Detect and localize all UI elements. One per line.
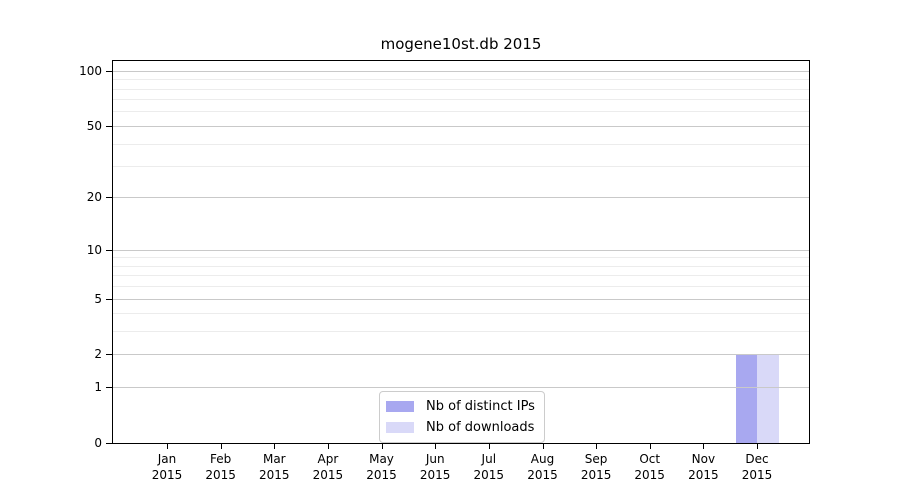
y-tick-mark (106, 197, 112, 199)
legend-label: Nb of downloads (426, 420, 535, 435)
bar-dec-1 (757, 354, 779, 443)
x-tick-label: Aug 2015 (527, 452, 558, 482)
legend-label: Nb of distinct IPs (426, 399, 535, 414)
y-gridline-minor (113, 166, 809, 167)
x-tick-label: Dec 2015 (741, 452, 773, 482)
y-gridline (113, 197, 809, 199)
x-tick-label: Nov 2015 (688, 452, 719, 482)
y-tick-mark (106, 249, 112, 251)
bar-dec-0 (735, 354, 757, 443)
y-tick-mark (106, 354, 112, 356)
y-tick-label: 10 (86, 242, 102, 257)
y-tick-mark (106, 70, 112, 72)
x-tick-mark (542, 444, 544, 449)
y-tick-mark (106, 298, 112, 300)
y-tick-mark (106, 443, 112, 444)
x-tick-label: Mar 2015 (259, 452, 290, 482)
x-tick-label: Oct 2015 (634, 452, 665, 482)
x-tick-mark (167, 444, 168, 449)
x-tick-label: Jul 2015 (473, 452, 505, 482)
y-tick-label: 20 (86, 190, 102, 205)
x-tick-label: Jun 2015 (419, 452, 451, 482)
y-gridline (113, 298, 809, 300)
x-tick-mark (488, 444, 490, 449)
y-gridline-minor (113, 143, 809, 145)
x-tick-mark (757, 444, 758, 449)
x-tick-label: Jan 2015 (151, 452, 183, 482)
y-tick-label: 0 (94, 436, 102, 450)
legend-item-distinct-ips: Nb of distinct IPs (386, 397, 535, 416)
legend: Nb of distinct IPs Nb of downloads (379, 391, 545, 443)
x-tick-label: Feb 2015 (205, 452, 236, 482)
y-gridline-minor (113, 88, 809, 90)
y-gridline-minor (113, 111, 809, 113)
x-tick-mark (327, 444, 329, 449)
y-gridline (113, 70, 809, 72)
x-tick-mark (435, 444, 437, 449)
y-gridline-minor (113, 257, 809, 259)
x-tick-label: Apr 2015 (312, 452, 344, 482)
y-tick-label: 5 (94, 291, 102, 306)
y-gridline-minor (113, 275, 809, 277)
x-tick-mark (703, 444, 705, 449)
y-gridline-minor (113, 331, 809, 333)
y-tick-label: 50 (86, 118, 102, 133)
y-tick-mark (106, 125, 112, 127)
x-tick-mark (220, 444, 222, 449)
x-tick-mark (381, 444, 383, 449)
legend-swatch-downloads (386, 422, 414, 433)
y-gridline (113, 125, 809, 127)
y-tick-mark (106, 387, 112, 389)
x-tick-mark (649, 444, 651, 449)
y-gridline-minor (113, 313, 809, 315)
x-tick-mark (274, 444, 276, 449)
y-gridline (113, 387, 809, 389)
y-gridline (113, 354, 809, 356)
legend-swatch-distinct-ips (386, 401, 414, 412)
y-gridline (113, 249, 809, 251)
legend-item-downloads: Nb of downloads (386, 418, 535, 437)
x-tick-label: May 2015 (366, 452, 397, 482)
y-gridline-minor (113, 79, 809, 81)
chart-title: mogene10st.db 2015 (380, 35, 542, 53)
y-gridline-minor (113, 286, 809, 288)
y-tick-label: 100 (79, 63, 102, 78)
x-tick-label: Sep 2015 (580, 452, 612, 482)
y-tick-label: 2 (94, 347, 102, 362)
y-gridline-minor (113, 265, 809, 267)
y-tick-label: 1 (94, 380, 102, 395)
y-gridline-minor (113, 99, 809, 101)
x-tick-mark (596, 444, 598, 449)
plot-area (112, 60, 810, 444)
